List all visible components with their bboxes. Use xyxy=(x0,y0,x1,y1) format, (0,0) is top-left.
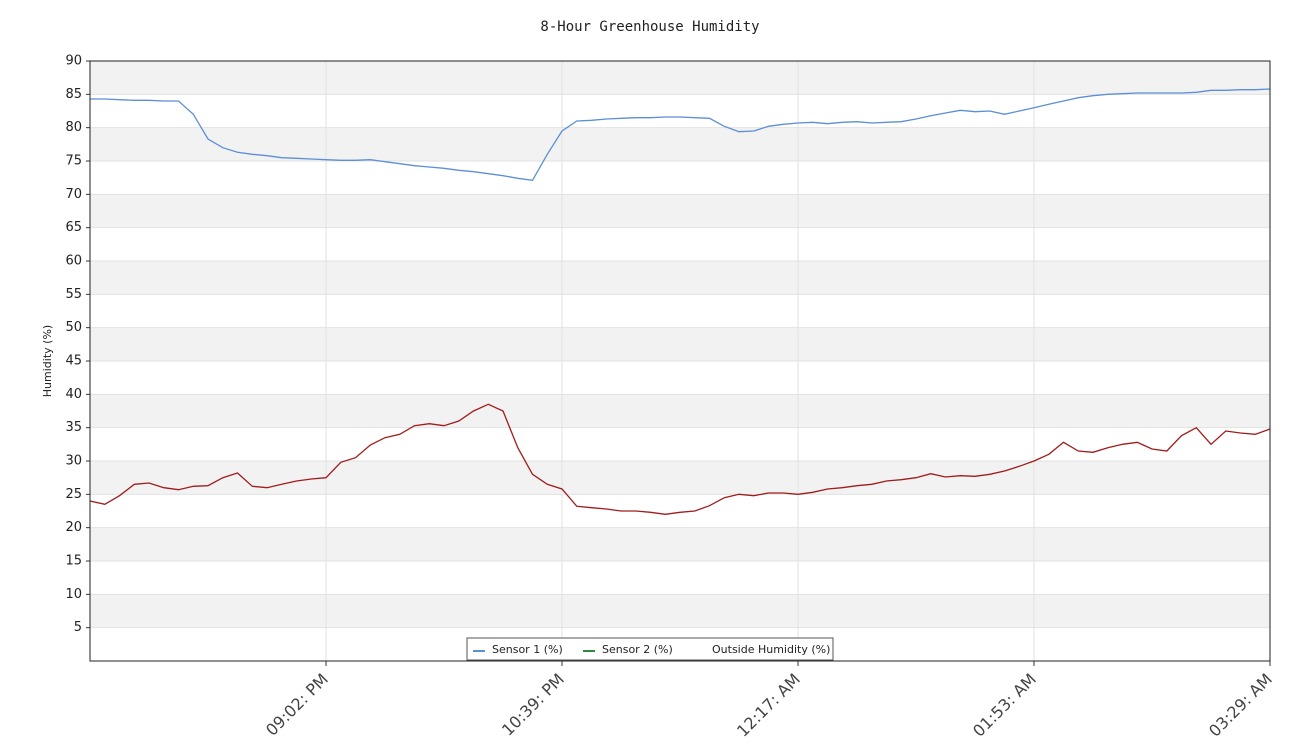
grid-band xyxy=(90,127,1270,161)
y-tick-label: 60 xyxy=(65,254,82,269)
grid-band xyxy=(90,327,1270,361)
y-tick-label: 10 xyxy=(65,587,82,602)
legend-label: Sensor 1 (%) xyxy=(492,643,563,656)
grid-band xyxy=(90,61,1270,95)
chart-title: 8-Hour Greenhouse Humidity xyxy=(540,19,759,35)
grid-band xyxy=(90,527,1270,561)
legend: Sensor 1 (%) Sensor 2 (%) Outside Humidity… xyxy=(466,637,834,661)
grid-band xyxy=(90,261,1270,295)
y-tick-label: 70 xyxy=(65,187,82,202)
x-tick-label: 09:02: PM xyxy=(262,670,332,740)
series-line xyxy=(90,88,1271,182)
y-tick-label: 55 xyxy=(65,287,82,302)
y-tick-label: 65 xyxy=(65,220,82,235)
y-tick-label: 45 xyxy=(65,354,82,369)
y-tick-label: 35 xyxy=(65,420,82,435)
y-tick-label: 75 xyxy=(65,154,82,169)
legend-label: Outside Humidity (%) xyxy=(712,643,830,656)
x-tick-label: 03:29: AM xyxy=(1205,670,1276,741)
y-tick-label: 30 xyxy=(65,454,82,469)
series-line xyxy=(89,403,1271,515)
y-tick-label: 25 xyxy=(65,487,82,502)
y-tick-label: 80 xyxy=(65,120,82,135)
y-tick-label: 15 xyxy=(65,554,82,569)
x-tick-label: 01:53: AM xyxy=(969,670,1040,741)
legend-box xyxy=(466,637,834,661)
x-tick-label: 12:17: AM xyxy=(733,670,804,741)
y-tick-label: 5 xyxy=(74,620,82,635)
plot-border xyxy=(89,60,1271,662)
legend-label: Sensor 2 (%) xyxy=(602,643,673,656)
y-tick-label: 50 xyxy=(65,320,82,335)
y-axis-label: Humidity (%) xyxy=(41,325,54,397)
y-tick-label: 90 xyxy=(65,54,82,69)
grid-band xyxy=(90,461,1270,495)
grid-band xyxy=(90,394,1270,428)
y-tick-label: 20 xyxy=(65,520,82,535)
y-tick-label: 85 xyxy=(65,87,82,102)
grid-band xyxy=(90,194,1270,228)
x-tick-label: 10:39: PM xyxy=(498,670,568,740)
grid-band xyxy=(90,594,1270,628)
y-tick-label: 40 xyxy=(65,387,82,402)
